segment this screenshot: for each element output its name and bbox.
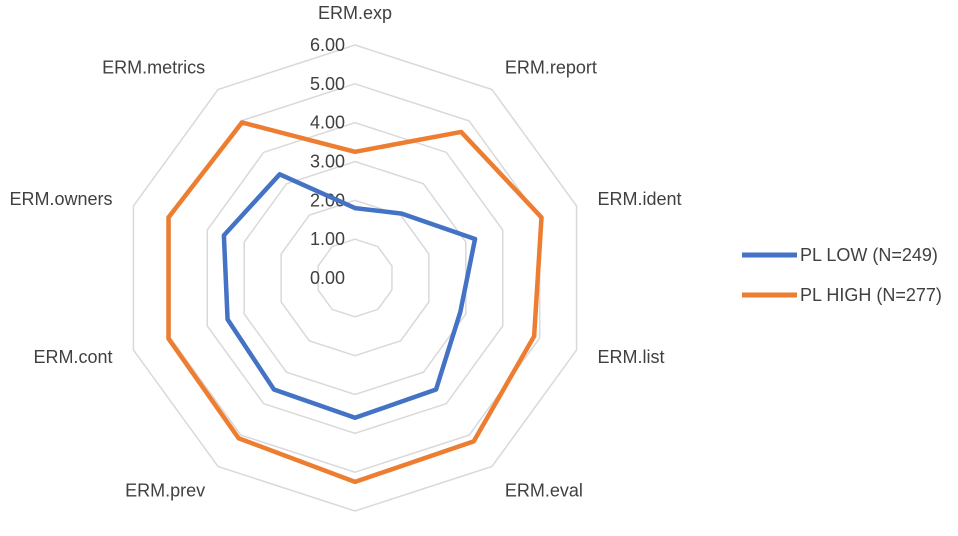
axis-label: ERM.eval xyxy=(505,480,583,500)
axis-labels: ERM.exp ERM.report ERM.ident ERM.list ERM.ev… xyxy=(9,3,681,536)
axis-label: ERM.report xyxy=(505,58,597,78)
series-layer xyxy=(166,120,544,485)
tick-labels: 0.00 1.00 2.00 3.00 4.00 5.00 6.00 xyxy=(310,35,345,288)
tick-label: 5.00 xyxy=(310,74,345,94)
axis-label: ERM.cont xyxy=(33,347,112,367)
legend-label: PL LOW (N=249) xyxy=(800,245,938,265)
tick-label: 3.00 xyxy=(310,152,345,172)
tick-label: 0.00 xyxy=(310,268,345,288)
series-line xyxy=(166,120,544,485)
tick-label: 4.00 xyxy=(310,113,345,133)
tick-label: 2.00 xyxy=(310,190,345,210)
tick-label: 1.00 xyxy=(310,229,345,249)
axis-label: ERM.owners xyxy=(9,189,112,209)
axis-label: ERM.exp xyxy=(318,3,392,23)
legend-label: PL HIGH (N=277) xyxy=(800,285,942,305)
grid-ring xyxy=(317,238,393,318)
axis-label: ERM.metrics xyxy=(102,58,205,78)
grid-layer xyxy=(132,44,578,512)
legend: PL LOW (N=249) PL HIGH (N=277) xyxy=(742,245,942,305)
grid-ring xyxy=(132,44,578,512)
grid-ring xyxy=(206,121,504,435)
axis-label: ERM.list xyxy=(598,347,665,367)
tick-label: 6.00 xyxy=(310,35,345,55)
series-line xyxy=(221,172,478,421)
grid-ring xyxy=(243,160,467,396)
axis-label: ERM.ident xyxy=(598,189,682,209)
axis-label: ERM.prev xyxy=(125,480,205,500)
grid-ring xyxy=(280,199,430,357)
